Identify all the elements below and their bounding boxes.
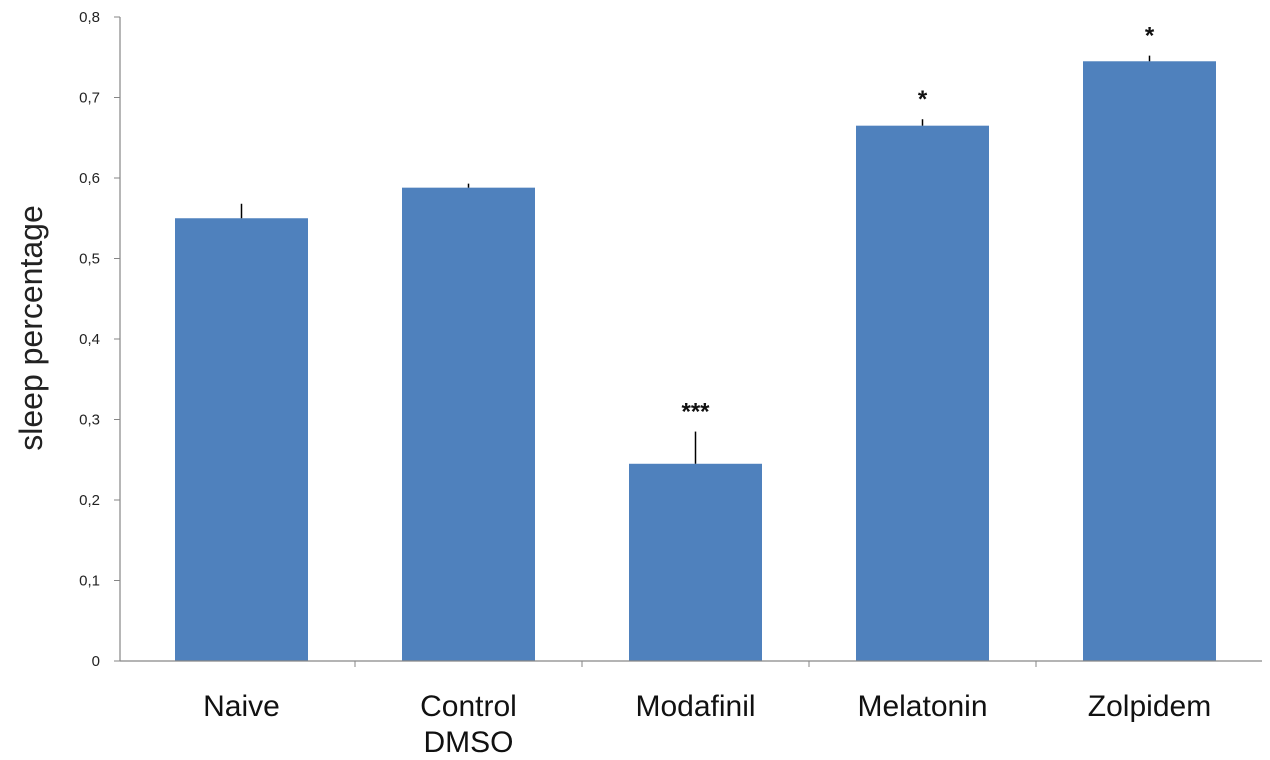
y-axis-label: sleep percentage xyxy=(13,205,49,451)
y-tick-label: 0,6 xyxy=(79,170,100,187)
x-tick-label: Naive xyxy=(203,690,280,723)
significance-marker: *** xyxy=(681,399,710,426)
x-tick-label: Control DMSO xyxy=(420,690,517,759)
y-tick-label: 0,5 xyxy=(79,251,100,268)
axes-layer: Naive Control DMSO Modafinil Melatonin Zolpid… xyxy=(79,9,1262,759)
x-tick-label: Modafinil xyxy=(635,690,755,723)
significance-marker: * xyxy=(1145,23,1155,50)
bar xyxy=(402,187,535,661)
bar xyxy=(856,125,989,662)
bar xyxy=(1083,61,1216,661)
y-tick-label: 0,8 xyxy=(79,9,100,26)
y-tick-label: 0,2 xyxy=(79,492,100,509)
x-tick-label: Melatonin xyxy=(857,690,987,723)
y-tick-label: 0 xyxy=(92,653,100,670)
bars-layer: ***** xyxy=(175,23,1216,662)
significance-marker: * xyxy=(918,86,928,113)
y-tick-label: 0,1 xyxy=(79,573,100,590)
y-tick-label: 0,4 xyxy=(79,331,100,348)
bar xyxy=(629,463,762,661)
x-tick-label: Zolpidem xyxy=(1088,690,1211,723)
y-tick-label: 0,3 xyxy=(79,412,100,429)
bar xyxy=(175,218,308,661)
y-tick-label: 0,7 xyxy=(79,90,100,107)
